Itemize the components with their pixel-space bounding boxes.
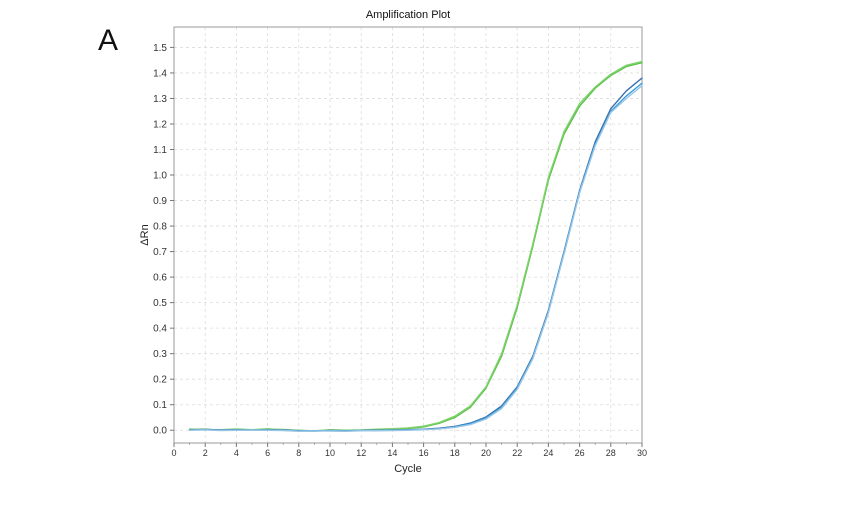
y-tick-label: 1.5 xyxy=(153,43,167,54)
x-axis-title: Cycle xyxy=(394,463,422,475)
y-tick-label: 1.0 xyxy=(153,171,167,182)
x-tick-label: 16 xyxy=(419,448,429,458)
x-tick-label: 14 xyxy=(387,448,397,458)
x-tick-label: 6 xyxy=(265,448,270,458)
y-tick-label: 0.9 xyxy=(153,196,167,207)
x-tick-label: 10 xyxy=(325,448,335,458)
series-line xyxy=(188,85,643,432)
x-tick-label: 8 xyxy=(296,448,301,458)
series-line xyxy=(188,77,643,432)
x-tick-label: 0 xyxy=(171,448,176,458)
panel-letter: A xyxy=(98,24,119,57)
x-tick-label: 20 xyxy=(481,448,491,458)
y-tick-label: 0.8 xyxy=(153,222,167,233)
x-tick-label: 4 xyxy=(234,448,239,458)
series-layer xyxy=(188,60,643,432)
y-tick-label: 1.3 xyxy=(153,94,167,105)
y-tick-label: 0.2 xyxy=(153,375,167,386)
y-tick-label: 1.2 xyxy=(153,119,167,130)
x-tick-label: 26 xyxy=(575,448,585,458)
x-tick-label: 22 xyxy=(512,448,522,458)
y-tick-label: 0.7 xyxy=(153,247,167,258)
y-tick-label: 0.5 xyxy=(153,298,167,309)
y-tick-label: 0.3 xyxy=(153,349,167,360)
y-tick-label: 0.1 xyxy=(153,400,167,411)
y-tick-label: 1.1 xyxy=(153,145,167,156)
y-tick-label: 0.6 xyxy=(153,273,167,284)
x-tick-label: 18 xyxy=(450,448,460,458)
x-tick-label: 24 xyxy=(543,448,553,458)
y-tick-label: 1.4 xyxy=(153,68,167,79)
y-axis-title: ΔRn xyxy=(139,224,151,245)
x-axis: 0 2 4 6 8 10 12 14 16 18 20 22 24 26 28 30 xyxy=(171,443,647,458)
series-line xyxy=(188,60,643,432)
chart-title: Amplification Plot xyxy=(366,9,450,21)
y-axis: 0.0 0.1 0.2 0.3 0.4 0.5 0.6 0.7 0.8 0.9 1.0 1.1 1.2 1… xyxy=(153,43,174,437)
series-line xyxy=(188,62,643,432)
y-tick-label: 0.0 xyxy=(153,426,167,437)
grid-layer xyxy=(174,27,642,443)
y-tick-label: 0.4 xyxy=(153,324,167,335)
plot-frame xyxy=(173,26,643,444)
x-tick-label: 30 xyxy=(637,448,647,458)
x-tick-label: 2 xyxy=(203,448,208,458)
x-tick-label: 28 xyxy=(606,448,616,458)
x-tick-label: 12 xyxy=(356,448,366,458)
